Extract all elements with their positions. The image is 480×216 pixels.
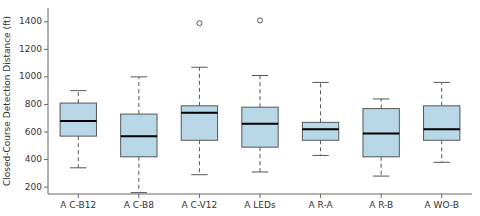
whisker-low (138, 157, 139, 193)
y-tick-label: 1400 (19, 16, 42, 26)
cap-low (252, 171, 268, 172)
y-tick-label: 1000 (19, 71, 42, 81)
cap-high (434, 82, 450, 83)
chart: 200 400 600 800 1000 1200 1400 Closed-Course De… (0, 0, 480, 216)
cap-low (373, 176, 389, 177)
whisker-low (78, 136, 79, 168)
y-tick (44, 104, 48, 105)
whisker-high (381, 99, 382, 109)
whisker-low (441, 140, 442, 162)
x-tick-label: A C-B12 (60, 200, 96, 210)
outlier (197, 21, 202, 26)
x-tick-label: A R-A (309, 200, 334, 210)
y-tick-label: 600 (25, 127, 42, 137)
cap-low (434, 162, 450, 163)
y-axis-label: Closed-Course Detection Distance (ft) (2, 16, 12, 186)
box (302, 122, 338, 140)
median (242, 123, 278, 125)
box-group (181, 21, 217, 175)
whisker-high (320, 82, 321, 122)
median (424, 128, 460, 130)
y-axis: 200 400 600 800 1000 1200 1400 (19, 16, 48, 191)
median (363, 132, 399, 134)
cap-high (252, 75, 268, 76)
whisker-high (199, 67, 200, 106)
x-tick-label: A C-V12 (182, 200, 218, 210)
x-tick (441, 194, 442, 198)
x-axis: A C-B12 A C-B8 A C-V12 A LEDs A R-A A R-B A WO… (60, 194, 459, 210)
box-group (242, 18, 278, 172)
whisker-high (441, 82, 442, 105)
x-tick (381, 194, 382, 198)
x-axis-line (48, 194, 472, 195)
box-group (121, 77, 157, 193)
x-tick (320, 194, 321, 198)
box-group (302, 82, 338, 155)
whisker-low (320, 140, 321, 155)
box-group (363, 99, 399, 176)
x-tick-label: A WO-B (425, 200, 459, 210)
y-tick-label: 1200 (19, 44, 42, 54)
box (424, 106, 460, 140)
x-tick (199, 194, 200, 198)
cap-high (70, 90, 86, 91)
box (181, 106, 217, 140)
whisker-high (78, 91, 79, 103)
box (121, 114, 157, 157)
cap-low (131, 192, 147, 193)
y-tick (44, 21, 48, 22)
y-tick-label: 800 (25, 99, 42, 109)
x-tick-label: A R-B (369, 200, 393, 210)
box (60, 103, 96, 136)
boxes (60, 18, 460, 193)
whisker-low (381, 157, 382, 176)
cap-high (312, 82, 328, 83)
x-tick (260, 194, 261, 198)
x-tick (78, 194, 79, 198)
cap-low (312, 155, 328, 156)
y-tick-label: 400 (25, 154, 42, 164)
whisker-high (138, 77, 139, 114)
cap-high (373, 98, 389, 99)
cap-low (70, 167, 86, 168)
median (302, 128, 338, 130)
cap-low (191, 174, 207, 175)
x-tick (138, 194, 139, 198)
y-axis-line (48, 8, 49, 194)
x-tick-label: A LEDs (244, 200, 276, 210)
whisker-low (199, 140, 200, 174)
median (60, 120, 96, 122)
box (363, 109, 399, 157)
whisker-low (260, 147, 261, 172)
whisker-high (260, 76, 261, 108)
box-group (424, 82, 460, 162)
cap-high (131, 76, 147, 77)
y-tick (44, 49, 48, 50)
median (181, 112, 217, 114)
plot-area (48, 8, 472, 194)
y-tick (44, 132, 48, 133)
cap-high (191, 67, 207, 68)
y-tick-label: 200 (25, 182, 42, 192)
box (242, 107, 278, 147)
chart-container: 200 400 600 800 1000 1200 1400 Closed-Course De… (0, 0, 480, 216)
outlier (258, 18, 263, 23)
y-tick (44, 159, 48, 160)
y-tick (44, 187, 48, 188)
median (121, 135, 157, 137)
x-tick-label: A C-B8 (124, 200, 154, 210)
box-group (60, 91, 96, 168)
y-tick (44, 76, 48, 77)
